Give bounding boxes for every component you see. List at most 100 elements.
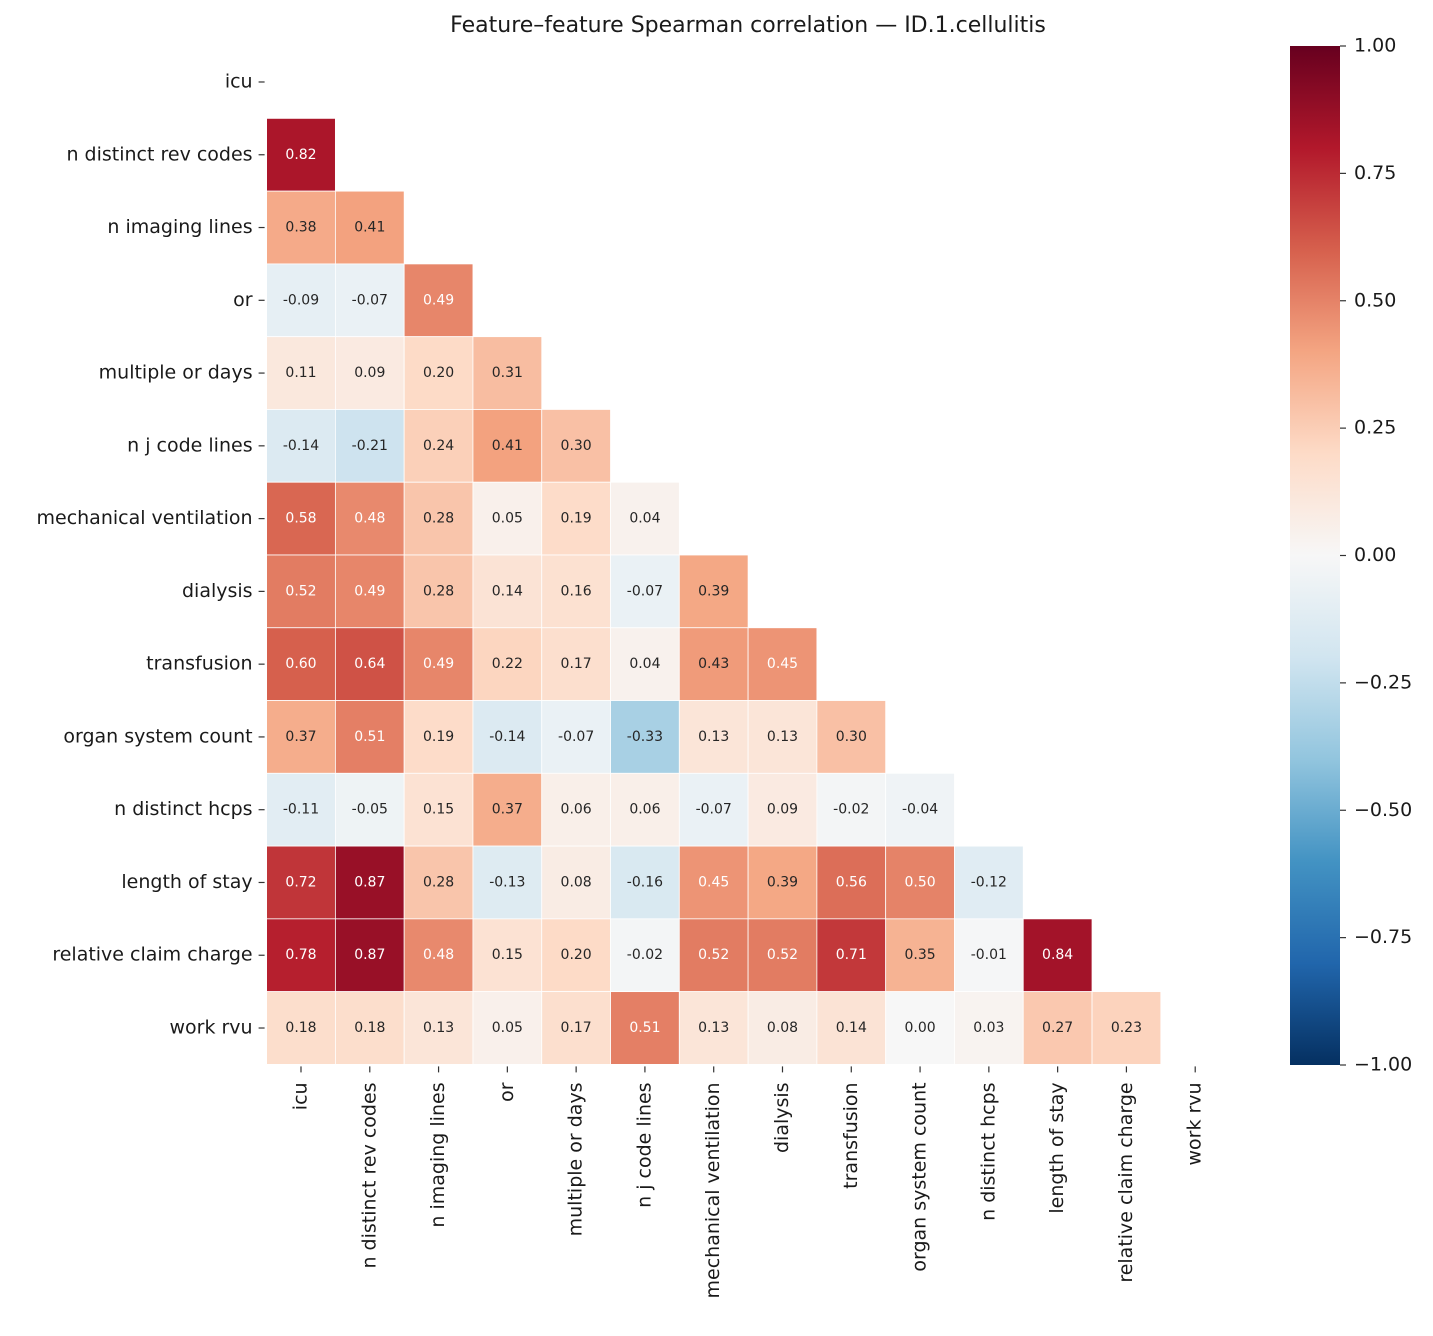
cell-label: 0.17 xyxy=(561,1020,592,1036)
cell-label: 0.15 xyxy=(492,947,523,963)
cell-label: 0.64 xyxy=(354,656,385,672)
cell-label: 0.20 xyxy=(423,365,454,381)
y-tick-label: transfusion xyxy=(146,653,252,675)
heatmap-cell xyxy=(885,918,955,993)
cell-label: -0.02 xyxy=(627,947,663,963)
heatmap-cell xyxy=(541,772,611,847)
cell-label: 0.35 xyxy=(904,947,935,963)
cell-label: 0.04 xyxy=(629,511,660,527)
cell-label: 0.13 xyxy=(767,729,798,745)
cell-label: 0.39 xyxy=(767,874,798,890)
y-tick-label: n j code lines xyxy=(127,434,252,456)
cell-label: -0.21 xyxy=(352,438,388,454)
x-tick-label: n j code lines xyxy=(633,1082,655,1207)
colorbar-tick-label: −1.00 xyxy=(1354,1054,1412,1076)
heatmap-cell xyxy=(954,991,1024,1065)
heatmap-cell xyxy=(816,845,887,920)
heatmap-cell xyxy=(472,554,543,629)
cell-label: 0.09 xyxy=(354,365,385,381)
heatmap-cell xyxy=(610,918,680,993)
heatmap-cell xyxy=(816,991,887,1065)
cell-label: 0.41 xyxy=(354,220,385,236)
cell-label: 0.15 xyxy=(423,802,454,818)
cell-label: 0.28 xyxy=(423,583,454,599)
cell-label: 0.60 xyxy=(285,656,316,672)
cell-label: 0.22 xyxy=(492,656,523,672)
colorbar-tick-label: 0.25 xyxy=(1354,417,1396,439)
x-tick-label: mechanical ventilation xyxy=(702,1082,724,1298)
y-tick-label: relative claim charge xyxy=(52,944,252,966)
cell-label: 0.50 xyxy=(904,874,935,890)
heatmap-cell xyxy=(403,991,474,1065)
x-tick-label: icu xyxy=(289,1082,311,1110)
y-tick-label: n distinct rev codes xyxy=(66,143,252,165)
cell-label: 0.49 xyxy=(423,656,454,672)
cell-label: 0.19 xyxy=(423,729,454,745)
cell-label: -0.01 xyxy=(971,947,1007,963)
cell-label: 0.51 xyxy=(629,1020,660,1036)
cell-label: -0.13 xyxy=(489,874,525,890)
cell-label: 0.18 xyxy=(285,1020,316,1036)
cell-label: 0.45 xyxy=(767,656,798,672)
cell-label: 0.13 xyxy=(423,1020,454,1036)
x-tick-label: organ system count xyxy=(909,1082,931,1271)
cell-label: 0.72 xyxy=(285,874,316,890)
x-tick-label: transfusion xyxy=(840,1082,862,1188)
heatmap-cell xyxy=(885,772,955,847)
colorbar-tick-label: −0.50 xyxy=(1354,799,1412,821)
cell-label: 0.51 xyxy=(354,729,385,745)
heatmap-cell xyxy=(954,845,1024,920)
heatmap-cell xyxy=(472,700,543,774)
heatmap-cell xyxy=(610,991,680,1065)
cell-label: 0.06 xyxy=(561,802,592,818)
y-tick-label: length of stay xyxy=(121,871,252,893)
heatmap-cell xyxy=(334,263,405,338)
heatmap-cell xyxy=(610,481,680,556)
cell-label: 0.37 xyxy=(285,729,316,745)
cell-label: 0.05 xyxy=(492,511,523,527)
heatmap-cell xyxy=(472,772,543,847)
y-tick-label: n imaging lines xyxy=(107,216,252,238)
y-tick-label: icu xyxy=(225,70,253,92)
heatmap-cell xyxy=(266,700,336,774)
cell-label: 0.52 xyxy=(698,947,729,963)
heatmap-cell xyxy=(334,845,405,920)
heatmap-cell xyxy=(610,554,680,629)
cell-label: 0.14 xyxy=(836,1020,867,1036)
cell-label: 0.52 xyxy=(767,947,798,963)
colorbar-tick-label: 0.00 xyxy=(1354,544,1396,566)
cell-label: -0.14 xyxy=(283,438,319,454)
cell-label: 0.27 xyxy=(1042,1020,1073,1036)
cell-label: 0.30 xyxy=(561,438,592,454)
heatmap-cell xyxy=(334,190,405,265)
y-tick-label: mechanical ventilation xyxy=(37,507,253,529)
heatmap-cell xyxy=(541,409,611,483)
heatmap-cell xyxy=(816,772,887,847)
chart-title: Feature–feature Spearman correlation — I… xyxy=(450,13,1046,38)
heatmap-cell xyxy=(678,627,749,701)
cell-label: 0.71 xyxy=(836,947,867,963)
cell-label: 0.04 xyxy=(629,656,660,672)
cell-label: 0.41 xyxy=(492,438,523,454)
heatmap-cell xyxy=(334,772,405,847)
cell-label: 0.87 xyxy=(354,874,385,890)
heatmap-cell xyxy=(472,918,543,993)
cell-label: -0.07 xyxy=(352,292,388,308)
cell-label: 0.17 xyxy=(561,656,592,672)
heatmap-cell xyxy=(403,772,474,847)
heatmap-cell xyxy=(541,991,611,1065)
cell-label: -0.05 xyxy=(352,802,388,818)
heatmap-cell xyxy=(266,627,336,701)
x-tick-label: n distinct hcps xyxy=(977,1082,999,1220)
heatmap-cell xyxy=(334,336,405,410)
cell-label: -0.07 xyxy=(696,802,732,818)
cell-label: 0.49 xyxy=(423,292,454,308)
cell-label: 0.08 xyxy=(767,1020,798,1036)
heatmap-cell xyxy=(334,700,405,774)
cell-label: -0.02 xyxy=(833,802,869,818)
x-tick-label: dialysis xyxy=(771,1082,793,1153)
x-tick-label: length of stay xyxy=(1046,1082,1068,1213)
cell-label: 0.84 xyxy=(1042,947,1073,963)
cell-label: -0.09 xyxy=(283,292,319,308)
